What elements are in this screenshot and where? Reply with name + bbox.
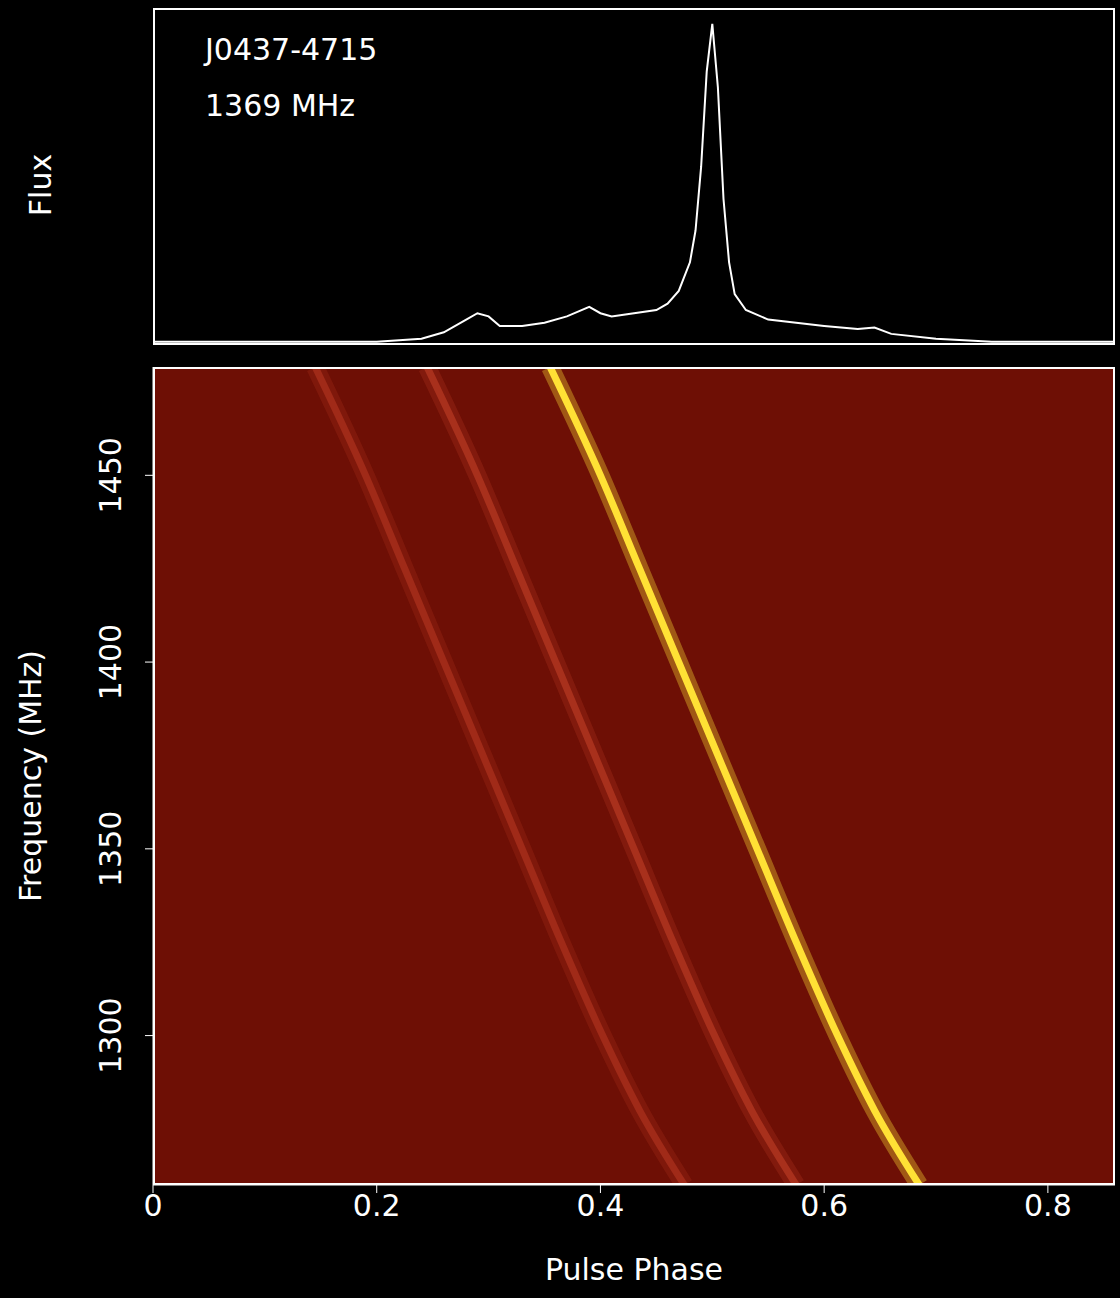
svg-text:0.6: 0.6	[800, 1188, 848, 1223]
svg-text:1450: 1450	[93, 437, 128, 513]
svg-text:1400: 1400	[93, 624, 128, 700]
html-text:Flux: Flux	[22, 153, 58, 217]
svg-text:0: 0	[143, 1188, 162, 1223]
svg-text:Frequency (MHz): Frequency (MHz)	[13, 650, 48, 902]
html-text:1369 MHz: 1369 MHz	[205, 88, 356, 123]
svg-text:1300: 1300	[93, 997, 128, 1073]
svg-text:Pulse Phase: Pulse Phase	[545, 1252, 723, 1287]
html-text:J0437-4715: J0437-4715	[205, 32, 378, 67]
svg-text:1350: 1350	[93, 811, 128, 887]
svg-text:0.8: 0.8	[1024, 1188, 1072, 1223]
svg-text:0.2: 0.2	[353, 1188, 401, 1223]
svg-text:0.4: 0.4	[577, 1188, 625, 1223]
